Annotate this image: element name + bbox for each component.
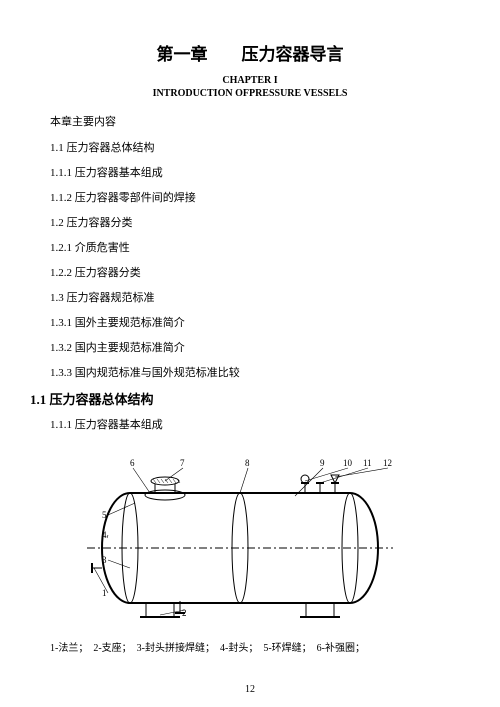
svg-text:3: 3 <box>102 555 107 565</box>
toc-item: 1.3.2 国内主要规范标准简介 <box>50 339 450 355</box>
svg-text:12: 12 <box>383 458 392 468</box>
page-number: 12 <box>0 684 500 695</box>
svg-text:8: 8 <box>245 458 250 468</box>
heading-2: 1.1.1 压力容器基本组成 <box>50 416 450 432</box>
svg-text:6: 6 <box>130 458 135 468</box>
svg-text:1: 1 <box>102 588 107 598</box>
heading-1: 1.1 压力容器总体结构 <box>30 389 450 408</box>
toc-item: 1.2 压力容器分类 <box>50 214 450 230</box>
figure-caption: 1-法兰； 2-支座； 3-封头拼接焊缝； 4-封头； 5-环焊缝； 6-补强圈… <box>50 641 450 657</box>
vessel-figure: 543126789101112 <box>70 438 410 633</box>
chapter-title: 第一章 压力容器导言 <box>50 40 450 65</box>
section-intro: 本章主要内容 <box>50 113 450 129</box>
svg-text:11: 11 <box>363 458 372 468</box>
svg-text:2: 2 <box>182 608 187 618</box>
vessel-diagram: 543126789101112 <box>70 438 410 633</box>
svg-text:5: 5 <box>102 510 107 520</box>
svg-text:9: 9 <box>320 458 325 468</box>
toc-item: 1.2.2 压力容器分类 <box>50 264 450 280</box>
svg-text:7: 7 <box>180 458 185 468</box>
chapter-sub2: INTRODUCTION OFPRESSURE VESSELS <box>50 88 450 99</box>
toc-item: 1.1 压力容器总体结构 <box>50 139 450 155</box>
toc-item: 1.2.1 介质危害性 <box>50 239 450 255</box>
toc-item: 1.3.3 国内规范标准与国外规范标准比较 <box>50 364 450 380</box>
chapter-sub1: CHAPTER I <box>50 75 450 86</box>
toc-item: 1.1.1 压力容器基本组成 <box>50 164 450 180</box>
toc-item: 1.3.1 国外主要规范标准简介 <box>50 314 450 330</box>
toc-item: 1.1.2 压力容器零部件间的焊接 <box>50 189 450 205</box>
svg-text:10: 10 <box>343 458 353 468</box>
svg-text:4: 4 <box>102 530 107 540</box>
toc-item: 1.3 压力容器规范标准 <box>50 289 450 305</box>
